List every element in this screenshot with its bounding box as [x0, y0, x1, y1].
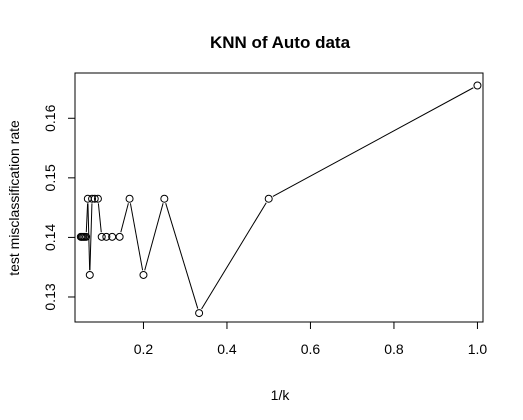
- data-point: [195, 309, 204, 318]
- data-point: [102, 232, 111, 241]
- data-point: [264, 194, 273, 203]
- y-tick-label: 0.13: [42, 283, 58, 310]
- y-tick-label: 0.15: [42, 164, 58, 191]
- x-axis-label: 1/k: [271, 387, 291, 403]
- chart-title: KNN of Auto data: [210, 33, 351, 52]
- y-axis: 0.13 0.14 0.15 0.16: [42, 104, 75, 311]
- x-tick-label: 1.0: [468, 341, 488, 357]
- data-point: [76, 232, 85, 241]
- data-point: [160, 194, 169, 203]
- data-point: [125, 194, 134, 203]
- series-line-segment: [201, 202, 267, 310]
- plot-frame: [74, 72, 484, 323]
- series-line-segment: [129, 203, 144, 271]
- series-line-segment: [85, 203, 89, 233]
- y-tick-label: 0.14: [42, 224, 58, 251]
- x-tick-label: 0.6: [301, 341, 321, 357]
- series-line-segment: [165, 203, 199, 309]
- x-tick-label: 0.8: [384, 341, 404, 357]
- series-line-segment: [89, 203, 93, 271]
- y-tick-label: 0.16: [42, 104, 58, 131]
- data-point: [115, 232, 124, 241]
- series-points-group: [76, 81, 482, 318]
- x-axis: 0.2 0.4 0.6 0.8 1.0: [134, 322, 488, 357]
- series-line-segment: [120, 203, 129, 233]
- series-line-segment: [97, 203, 102, 233]
- x-tick-label: 0.4: [217, 341, 237, 357]
- series-line-segment: [272, 87, 474, 197]
- x-tick-label: 0.2: [134, 341, 154, 357]
- data-point: [108, 232, 117, 241]
- data-point: [139, 270, 148, 279]
- data-point: [97, 232, 106, 241]
- series-line-segment: [144, 203, 164, 271]
- series-line-segment: [87, 203, 91, 271]
- data-point: [85, 270, 94, 279]
- series-line-group: [85, 87, 474, 310]
- data-point: [93, 194, 102, 203]
- data-point: [83, 194, 92, 203]
- y-axis-label: test misclassification rate: [6, 120, 22, 276]
- data-point: [88, 194, 97, 203]
- data-point: [473, 81, 482, 90]
